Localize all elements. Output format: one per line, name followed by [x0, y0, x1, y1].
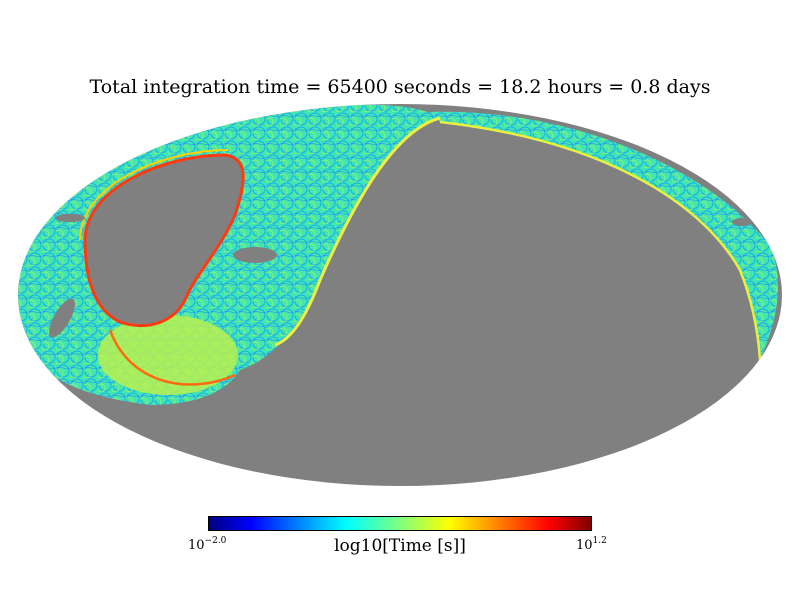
colorbar-min-label: 10−2.0 [188, 536, 227, 553]
blob-edge-hot [108, 329, 236, 386]
colorbar-max-label: 101.2 [576, 536, 607, 553]
high-coverage-blob [98, 315, 238, 395]
colorbar-label: log10[Time [s]] [334, 536, 466, 556]
band-edge-seam [274, 116, 441, 347]
coverage-gap [233, 247, 277, 263]
colorbar [208, 516, 592, 531]
hole-edge-warm [79, 149, 229, 241]
plot-title: Total integration time = 65400 seconds =… [89, 76, 711, 98]
hole-edge-hot [83, 153, 245, 327]
coverage-gap [732, 218, 752, 226]
rim-edge-seam [439, 120, 762, 361]
unobserved-hole [85, 155, 244, 326]
coverage-gap [49, 298, 76, 338]
coverage-gap [55, 214, 85, 222]
